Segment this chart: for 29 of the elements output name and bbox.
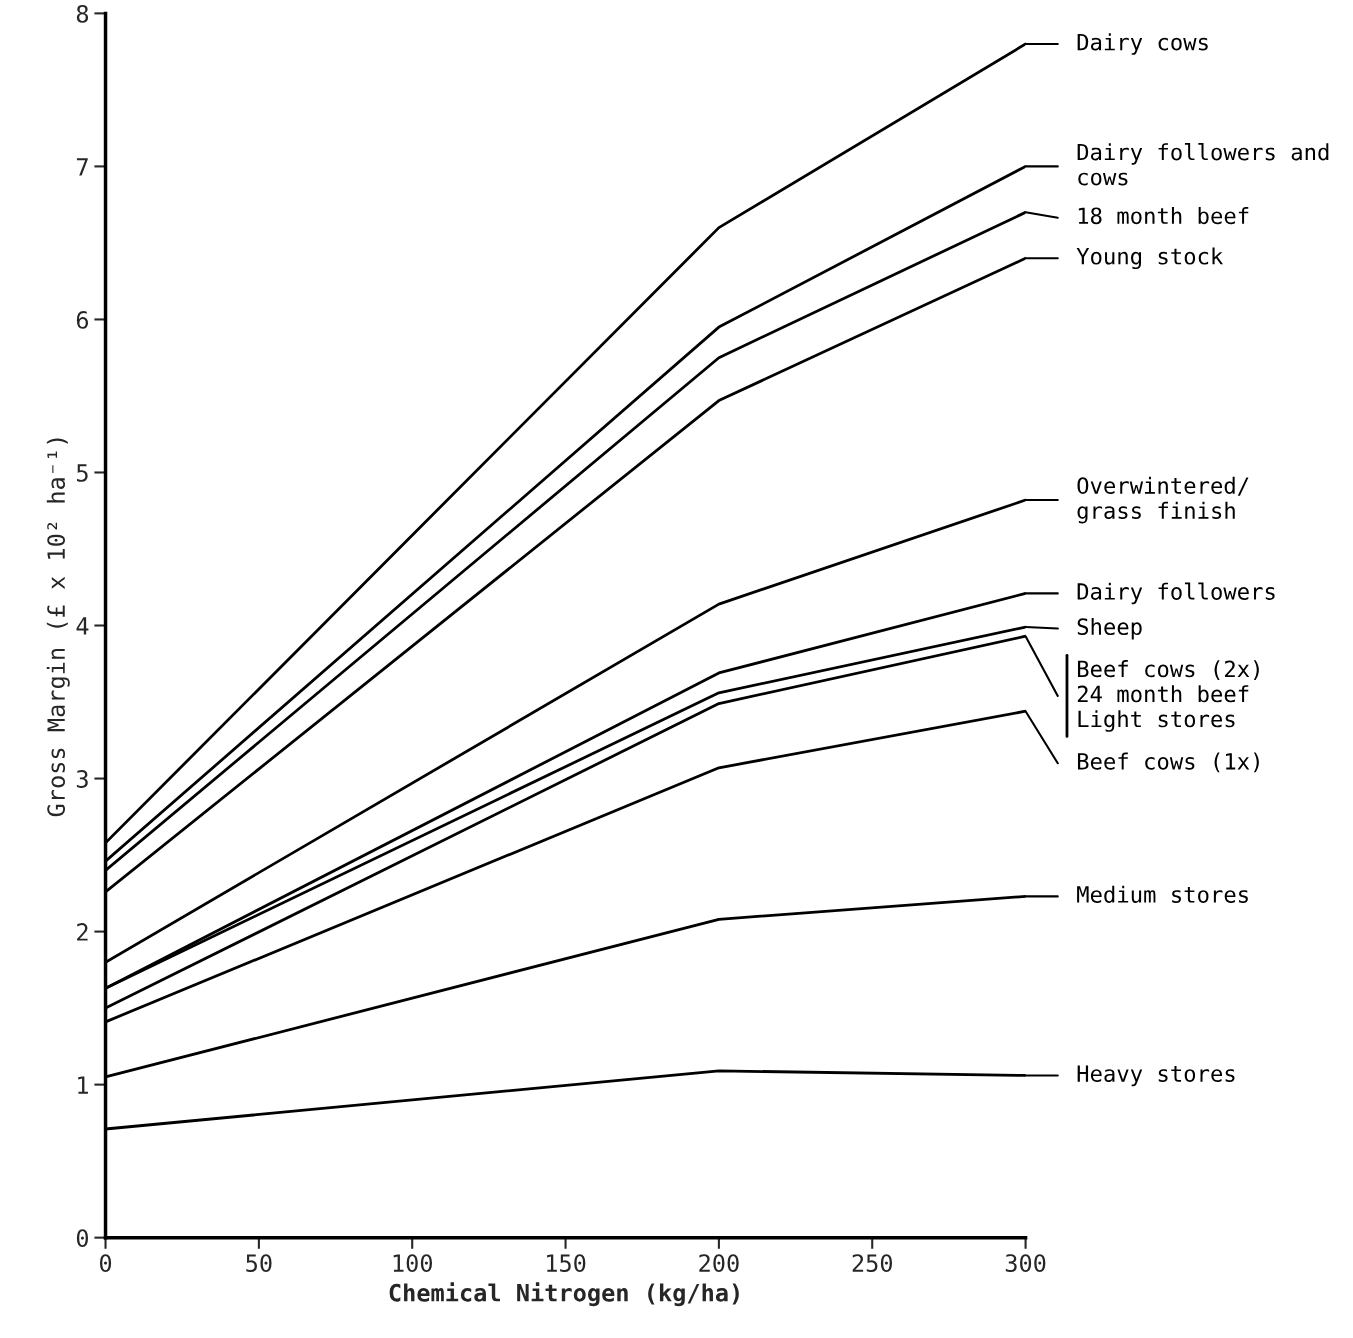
x-axis-title: Chemical Nitrogen (kg/ha) (389, 1282, 739, 1307)
legend-label: Medium stores (1077, 885, 1248, 903)
y-tick-label: 6 (76, 310, 89, 329)
legend-label: Heavy stores (1077, 1065, 1235, 1087)
legend-label: Overwintered/ grass finish (1077, 476, 1249, 524)
text: Beef cows (1x) (1077, 752, 1259, 773)
legend-label: Dairy cows (1077, 33, 1208, 55)
legend-label: Dairy followers and cows (1077, 143, 1329, 186)
y-tick-label: 3 (76, 770, 88, 788)
x-tick-label: 200 (699, 1254, 739, 1273)
legend-label: Dairy followers (1077, 582, 1275, 605)
y-axis-title: Gross Margin (£ x 10² ha⁻¹) (46, 438, 70, 817)
x-tick-label: 100 (393, 1254, 433, 1273)
y-tick-label: 2 (77, 923, 88, 941)
x-tick-label: 0 (99, 1254, 112, 1273)
y-tick-label: 1 (78, 1076, 88, 1094)
legend-label: Sheep (1077, 617, 1142, 640)
y-tick-label: 0 (76, 1229, 89, 1248)
x-tick-label: 50 (246, 1254, 272, 1273)
y-tick-label: 7 (76, 158, 88, 176)
legend-label: 18 month beef (1078, 206, 1249, 225)
y-tick-label: 4 (76, 617, 89, 635)
legend-label: Young stock (1076, 247, 1224, 270)
x-tick-label: 250 (852, 1254, 893, 1273)
x-tick-label: 150 (547, 1254, 586, 1273)
y-tick-label: 5 (77, 464, 88, 482)
x-tick-label: 300 (1005, 1254, 1046, 1273)
y-tick-label: 8 (76, 4, 89, 23)
text: Beef cows (2x) 24 month beef Light stores (1077, 660, 1259, 732)
